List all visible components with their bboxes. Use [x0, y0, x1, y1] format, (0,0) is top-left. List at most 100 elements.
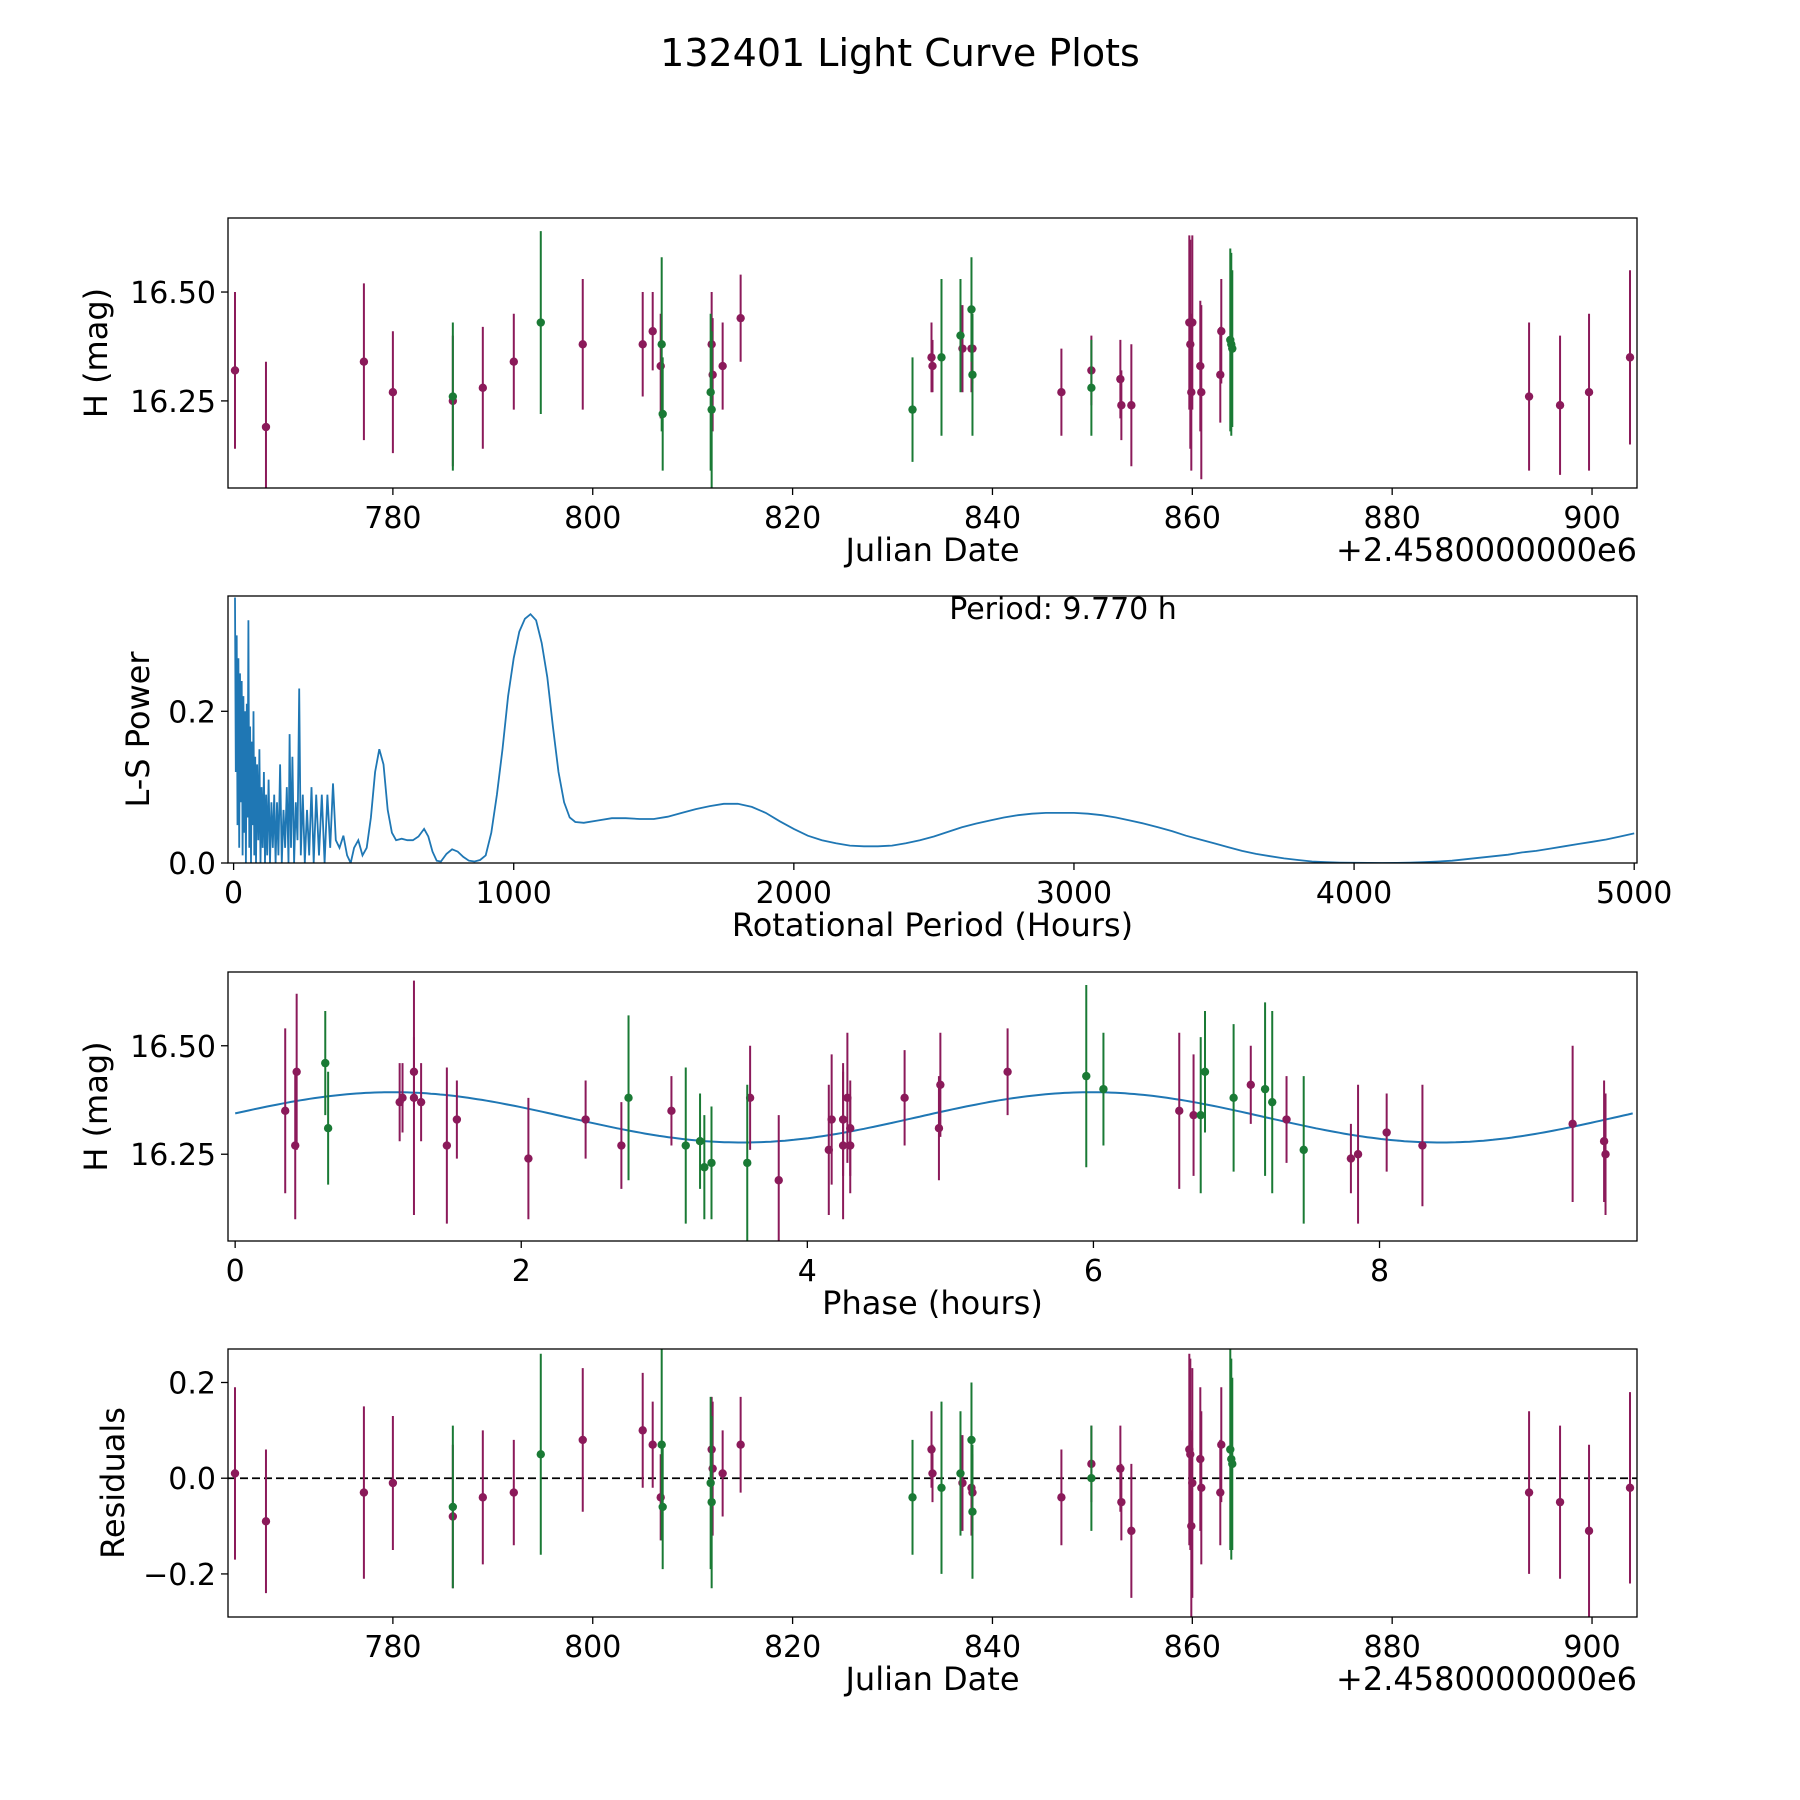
- magenta-data-point: [388, 1478, 398, 1488]
- x-tick-label: 2: [512, 1254, 531, 1289]
- magenta-data-point: [1555, 1497, 1565, 1507]
- magenta-data-point: [667, 1106, 676, 1116]
- y-tick-label: 16.25: [130, 1138, 216, 1173]
- green-data-point: [743, 1158, 752, 1168]
- magenta-data-point: [388, 387, 398, 397]
- magenta-data-point: [1568, 1119, 1577, 1129]
- y-axis-label: H (mag): [77, 288, 115, 418]
- magenta-data-point: [581, 1115, 590, 1124]
- x-tick-label: 900: [1563, 501, 1620, 536]
- magenta-data-point: [416, 1097, 426, 1107]
- magenta-data-point: [578, 1435, 587, 1445]
- x-tick-label: 840: [964, 501, 1021, 536]
- magenta-data-point: [230, 366, 240, 375]
- x-tick-label: 3000: [1036, 876, 1112, 911]
- magenta-data-point: [648, 327, 657, 336]
- green-data-point: [707, 1497, 716, 1507]
- green-data-point: [323, 1123, 333, 1133]
- green-data-point: [1229, 1093, 1238, 1103]
- magenta-data-point: [638, 1426, 647, 1435]
- magenta-data-point: [292, 1067, 301, 1076]
- x-tick-label: 800: [564, 1630, 621, 1665]
- axes-frame: [227, 971, 1638, 1242]
- green-data-point: [536, 318, 545, 327]
- green-data-point: [937, 1483, 946, 1492]
- magenta-data-point: [1127, 401, 1136, 410]
- y-axis-label: H (mag): [77, 1041, 115, 1171]
- green-data-point: [968, 1507, 977, 1516]
- magenta-data-point: [442, 1141, 452, 1150]
- x-tick-label: 780: [364, 1630, 421, 1665]
- magenta-data-point: [509, 357, 518, 366]
- magenta-data-point: [1584, 387, 1594, 397]
- y-tick-label: 16.50: [130, 276, 216, 311]
- x-tick-label: 4000: [1316, 876, 1392, 911]
- magenta-data-point: [452, 1115, 462, 1124]
- plot-area: [234, 980, 1633, 1241]
- green-data-point: [448, 392, 458, 401]
- magenta-data-point: [774, 1176, 783, 1185]
- green-data-point: [1228, 1459, 1237, 1469]
- x-tick-label: 8: [1370, 1254, 1389, 1289]
- periodogram-line: [234, 597, 1635, 863]
- magenta-data-point: [1127, 1526, 1136, 1536]
- green-data-point: [968, 370, 977, 379]
- green-data-point: [1228, 344, 1237, 353]
- green-data-point: [700, 1163, 709, 1172]
- x-tick-label: 0: [224, 876, 243, 911]
- x-tick-label: 4: [798, 1254, 817, 1289]
- magenta-data-point: [509, 1488, 518, 1497]
- x-axis-label: Rotational Period (Hours): [732, 906, 1133, 944]
- x-offset-label: +2.4580000000e6: [1336, 531, 1637, 569]
- x-offset-label: +2.4580000000e6: [1336, 1660, 1637, 1698]
- magenta-data-point: [736, 313, 745, 323]
- magenta-data-point: [928, 361, 937, 371]
- magenta-data-point: [617, 1141, 626, 1150]
- green-data-point: [1082, 1071, 1091, 1081]
- magenta-data-point: [1188, 318, 1197, 327]
- x-tick-label: 0: [226, 1254, 245, 1289]
- magenta-data-point: [261, 422, 271, 432]
- green-data-point: [967, 305, 976, 314]
- magenta-data-point: [1599, 1137, 1609, 1146]
- axes-frame: [227, 595, 1638, 864]
- magenta-data-point: [1282, 1115, 1291, 1124]
- magenta-data-point: [478, 1493, 488, 1502]
- x-tick-label: 6: [1084, 1254, 1103, 1289]
- green-data-point: [908, 1493, 917, 1502]
- magenta-data-point: [578, 340, 587, 349]
- green-data-point: [1268, 1097, 1277, 1107]
- x-tick-label: 900: [1563, 1630, 1620, 1665]
- x-tick-label: 880: [1364, 1630, 1421, 1665]
- x-tick-label: 820: [764, 1630, 821, 1665]
- green-data-point: [1200, 1067, 1210, 1076]
- x-tick-label: 840: [964, 1630, 1021, 1665]
- magenta-data-point: [1584, 1526, 1594, 1536]
- green-data-point: [321, 1058, 330, 1068]
- y-tick-label: 0.2: [168, 1367, 216, 1402]
- residuals-axes: 780 800 820 840 860 880 900 −0.2 0.0 0.2 Julian Da…: [94, 1348, 1638, 1698]
- green-data-point: [707, 405, 716, 414]
- magenta-data-point: [1418, 1141, 1427, 1150]
- green-data-point: [658, 1502, 667, 1512]
- magenta-data-point: [230, 1469, 240, 1478]
- green-data-point: [695, 1137, 705, 1146]
- magenta-data-point: [1601, 1150, 1610, 1159]
- magenta-data-point: [1555, 401, 1565, 410]
- green-data-point: [657, 340, 666, 349]
- magenta-data-point: [846, 1141, 855, 1150]
- x-tick-label: 880: [1364, 501, 1421, 536]
- magenta-data-point: [1057, 387, 1066, 397]
- magenta-data-point: [359, 357, 369, 366]
- period-annotation: Period: 9.770 h: [949, 592, 1177, 627]
- magenta-data-point: [409, 1093, 419, 1103]
- green-data-point: [707, 1158, 716, 1168]
- green-data-point: [658, 409, 667, 419]
- figure-title: 132401 Light Curve Plots: [660, 31, 1140, 75]
- green-data-point: [1196, 1110, 1205, 1120]
- green-data-point: [681, 1141, 690, 1150]
- x-tick-label: 800: [564, 501, 621, 536]
- magenta-data-point: [398, 1093, 407, 1103]
- y-tick-label: 16.50: [130, 1030, 216, 1065]
